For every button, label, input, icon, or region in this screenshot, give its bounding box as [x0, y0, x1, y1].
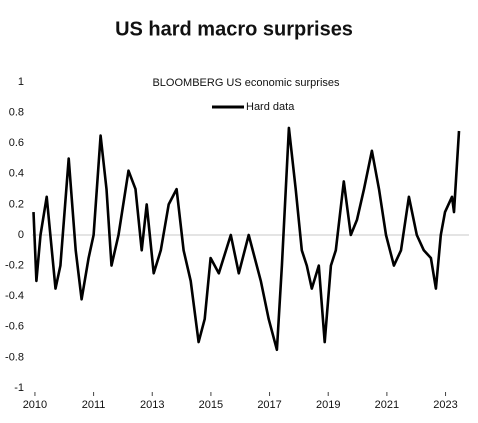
y-tick-label: -1	[14, 382, 24, 394]
x-tick-label: 2015	[199, 399, 223, 411]
y-tick-label: 0.8	[9, 107, 24, 119]
y-tick-label: 0.4	[9, 168, 24, 180]
chart-subtitle: BLOOMBERG US economic surprises	[152, 77, 340, 89]
x-tick-label: 2023	[433, 399, 457, 411]
y-tick-label: 0.2	[9, 198, 24, 210]
x-tick-label: 2021	[375, 399, 399, 411]
x-tick-label: 2017	[257, 399, 281, 411]
y-tick-label: -0.8	[5, 351, 24, 363]
x-tick-label: 2011	[82, 399, 106, 411]
x-tick-label: 2013	[140, 399, 164, 411]
chart-title: US hard macro surprises	[115, 18, 353, 40]
data-line	[32, 126, 461, 352]
y-tick-label: -0.6	[5, 321, 24, 333]
y-tick-label: 0	[18, 229, 24, 241]
y-tick-label: -0.4	[5, 290, 24, 302]
y-tick-label: -0.2	[5, 260, 24, 272]
x-tick-label: 2019	[316, 399, 340, 411]
y-tick-label: 1	[18, 76, 24, 88]
x-tick-label: 2010	[23, 399, 47, 411]
legend-label: Hard data	[246, 101, 295, 113]
y-tick-label: 0.6	[9, 137, 24, 149]
